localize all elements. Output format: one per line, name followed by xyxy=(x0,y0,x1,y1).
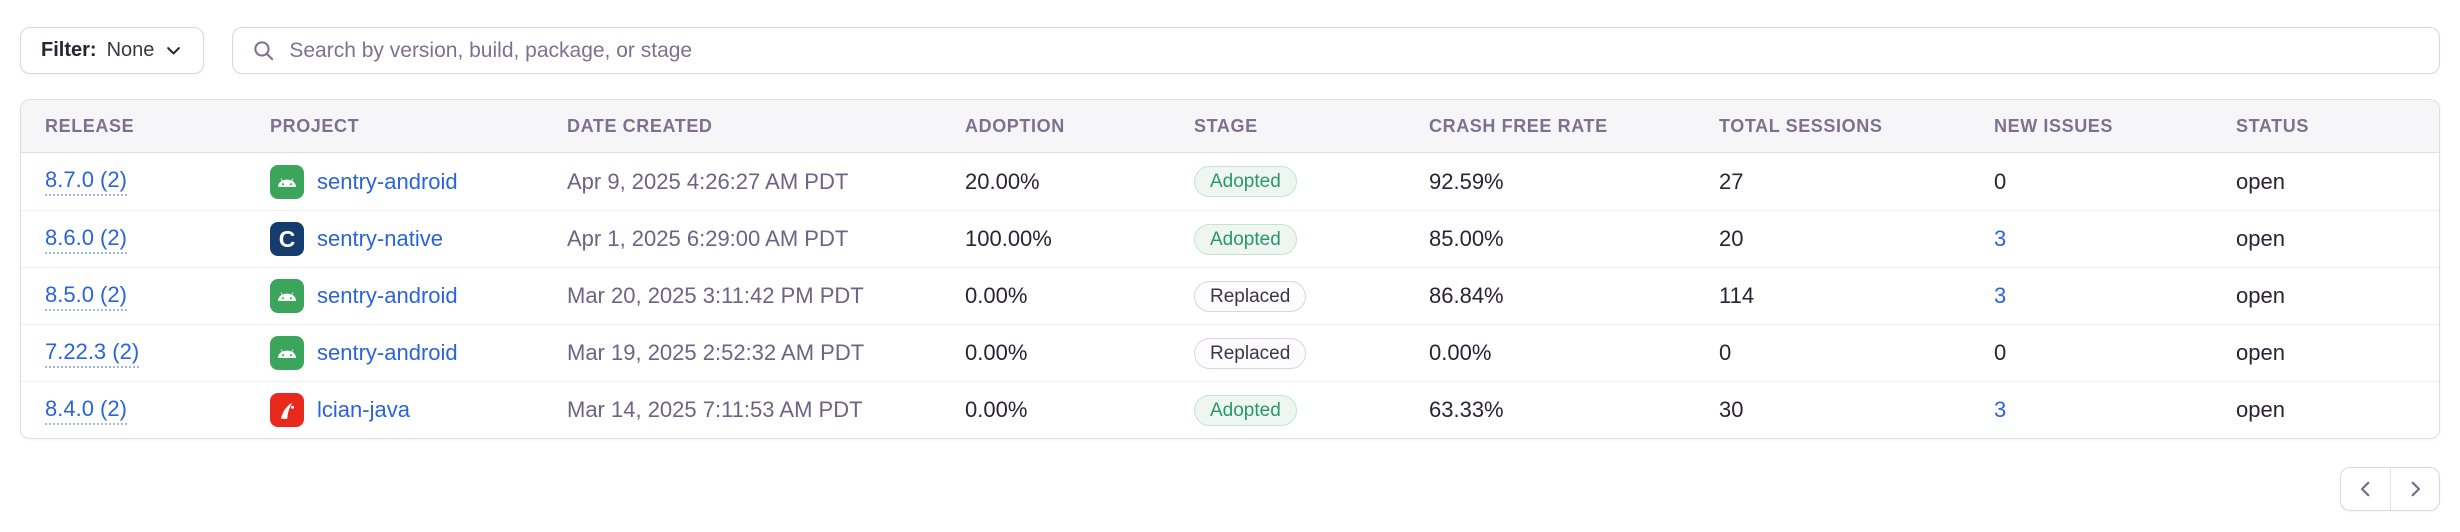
adoption-value: 0.00% xyxy=(965,397,1028,422)
filter-value: None xyxy=(106,39,155,61)
status-value: open xyxy=(2236,283,2285,308)
column-header: Date Created xyxy=(567,115,713,136)
crash-free-rate: 0.00% xyxy=(1429,340,1492,365)
search-bar xyxy=(232,27,2440,74)
column-header: Release xyxy=(45,115,135,136)
project-link[interactable]: sentry-android xyxy=(317,168,458,194)
project-link[interactable]: sentry-android xyxy=(317,340,458,365)
date-created: Mar 14, 2025 7:11:53 AM PDT xyxy=(567,397,863,422)
date-created: Mar 19, 2025 2:52:32 AM PDT xyxy=(567,340,865,365)
total-sessions: 114 xyxy=(1719,283,1755,308)
project-link[interactable]: sentry-android xyxy=(317,283,458,308)
total-sessions: 20 xyxy=(1719,226,1744,251)
new-issues-count[interactable]: 3 xyxy=(1994,283,2007,308)
releases-page: Filter: None Release Project Date Created A… xyxy=(20,27,2440,511)
adoption-value: 100.00% xyxy=(965,226,1052,251)
crash-free-rate: 63.33% xyxy=(1429,397,1504,422)
new-issues-count: 0 xyxy=(1994,340,2007,365)
filter-button[interactable]: Filter: None xyxy=(20,27,205,74)
java-icon xyxy=(270,393,304,427)
table-row: 8.6.0 (2) C sentry-native Apr 1, 2025 6:… xyxy=(21,210,2439,267)
release-link[interactable]: 7.22.3 (2) xyxy=(45,339,140,368)
crash-free-rate: 92.59% xyxy=(1429,168,1504,194)
releases-table: Release Project Date Created Adoption Stage C… xyxy=(20,99,2440,439)
project-link[interactable]: sentry-native xyxy=(317,226,443,251)
column-header: Crash Free Rate xyxy=(1429,115,1608,136)
date-created: Mar 20, 2025 3:11:42 PM PDT xyxy=(567,283,864,308)
search-icon xyxy=(254,41,274,61)
filter-search-bar: Filter: None xyxy=(20,27,2440,74)
release-link[interactable]: 8.5.0 (2) xyxy=(45,282,127,311)
stage-badge: Adopted xyxy=(1194,394,1297,426)
new-issues-count[interactable]: 3 xyxy=(1994,397,2007,422)
chevron-right-icon xyxy=(2411,481,2421,497)
column-header: Adoption xyxy=(965,115,1065,136)
adoption-value: 20.00% xyxy=(965,168,1040,194)
total-sessions: 30 xyxy=(1719,397,1744,422)
column-header: Project xyxy=(270,115,360,136)
table-row: 8.7.0 (2) sentry-android Apr 9, 2025 4:2… xyxy=(21,153,2439,210)
status-value: open xyxy=(2236,397,2285,422)
android-icon xyxy=(270,336,304,370)
pagination xyxy=(20,467,2440,511)
total-sessions: 27 xyxy=(1719,168,1744,194)
crash-free-rate: 85.00% xyxy=(1429,226,1504,251)
table-row: 7.22.3 (2) sentry-android Mar 19, 2025 2… xyxy=(21,324,2439,381)
adoption-value: 0.00% xyxy=(965,283,1028,308)
column-header: Stage xyxy=(1194,115,1258,136)
stage-badge: Replaced xyxy=(1194,337,1307,369)
total-sessions: 0 xyxy=(1719,340,1732,365)
stage-badge: Adopted xyxy=(1194,223,1297,255)
c-icon: C xyxy=(270,222,304,256)
android-icon xyxy=(270,164,304,199)
adoption-value: 0.00% xyxy=(965,340,1028,365)
stage-badge: Replaced xyxy=(1194,280,1307,312)
previous-page-button[interactable] xyxy=(2340,467,2390,511)
column-header: New Issues xyxy=(1994,115,2114,136)
column-header: Total Sessions xyxy=(1719,115,1883,136)
release-link[interactable]: 8.6.0 (2) xyxy=(45,225,127,254)
column-header: Status xyxy=(2236,115,2309,136)
date-created: Apr 1, 2025 6:29:00 AM PDT xyxy=(567,226,849,251)
crash-free-rate: 86.84% xyxy=(1429,283,1504,308)
new-issues-count: 0 xyxy=(1994,168,2007,194)
chevron-down-icon xyxy=(167,47,181,55)
chevron-left-icon xyxy=(2360,481,2369,497)
release-link[interactable]: 8.7.0 (2) xyxy=(45,167,127,196)
table-header-row: Release Project Date Created Adoption Stage C… xyxy=(21,100,2439,153)
table-row: 8.4.0 (2) lcian-java Mar 14, 2025 7:11:5… xyxy=(21,381,2439,438)
stage-badge: Adopted xyxy=(1194,166,1297,197)
filter-label: Filter: xyxy=(41,39,97,61)
status-value: open xyxy=(2236,168,2285,194)
project-link[interactable]: lcian-java xyxy=(317,397,410,422)
table-row: 8.5.0 (2) sentry-android Mar 20, 2025 3:… xyxy=(21,267,2439,324)
next-page-button[interactable] xyxy=(2390,467,2440,511)
release-link[interactable]: 8.4.0 (2) xyxy=(45,396,127,425)
status-value: open xyxy=(2236,226,2285,251)
date-created: Apr 9, 2025 4:26:27 AM PDT xyxy=(567,168,849,194)
status-value: open xyxy=(2236,340,2285,365)
android-icon xyxy=(270,279,304,313)
table-body: 8.7.0 (2) sentry-android Apr 9, 2025 4:2… xyxy=(21,153,2439,438)
new-issues-count[interactable]: 3 xyxy=(1994,226,2007,251)
search-input[interactable] xyxy=(289,38,2421,63)
